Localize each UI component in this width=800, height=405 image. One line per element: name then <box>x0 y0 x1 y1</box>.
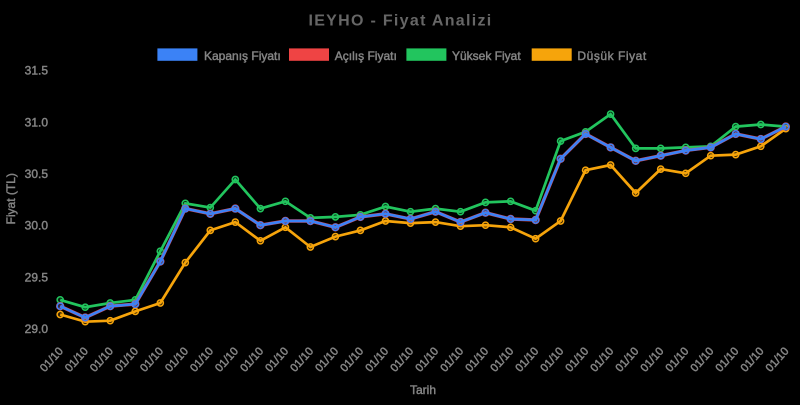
svg-text:Düşük Fiyat: Düşük Fiyat <box>577 49 647 63</box>
svg-text:Tarih: Tarih <box>410 383 436 397</box>
svg-text:Açılış Fiyatı: Açılış Fiyatı <box>335 49 397 63</box>
svg-text:Yüksek Fiyat: Yüksek Fiyat <box>452 49 521 63</box>
svg-text:Fiyat (TL): Fiyat (TL) <box>4 173 18 224</box>
svg-text:31.5: 31.5 <box>25 64 49 78</box>
svg-text:29.5: 29.5 <box>25 270 49 284</box>
svg-text:31.0: 31.0 <box>25 115 49 129</box>
svg-text:30.0: 30.0 <box>25 219 49 233</box>
svg-text:29.0: 29.0 <box>25 322 49 336</box>
svg-text:30.5: 30.5 <box>25 167 49 181</box>
svg-text:IEYHO - Fiyat Analizi: IEYHO - Fiyat Analizi <box>308 13 492 30</box>
svg-text:Kapanış Fiyatı: Kapanış Fiyatı <box>204 49 281 63</box>
